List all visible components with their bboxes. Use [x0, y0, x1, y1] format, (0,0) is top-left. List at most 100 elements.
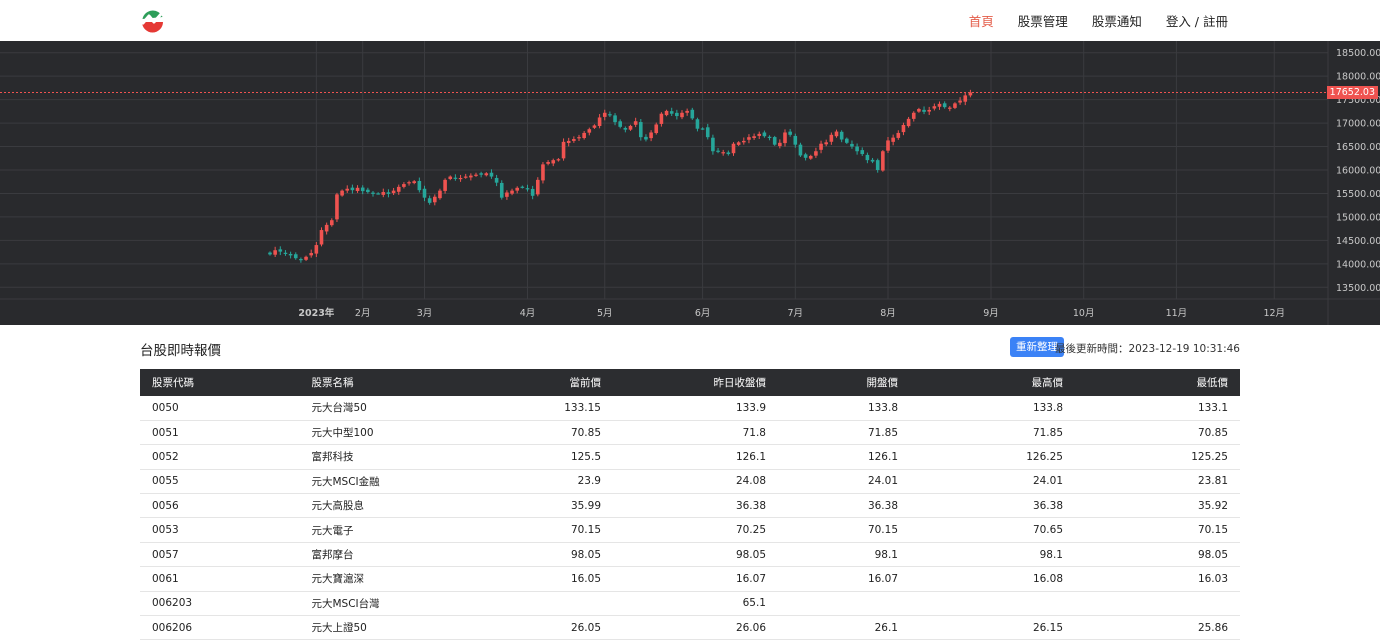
- candle-body: [293, 254, 298, 259]
- candle-body: [870, 159, 875, 162]
- candle-body: [355, 187, 360, 192]
- nav-login-register[interactable]: 登入 / 註冊: [1165, 14, 1228, 29]
- candle-body: [597, 117, 602, 126]
- candle-body: [335, 194, 339, 220]
- table-row[interactable]: 0050 元大台灣50 133.15 133.9 133.8 133.8 133.1: [140, 396, 1240, 421]
- stock-quote-table: 股票代碼 股票名稱 當前價 昨日收盤價 開盤價 最高價 最低價 0050 元大台灣50 133.…: [140, 369, 1240, 640]
- prev-close: 133.9: [613, 396, 778, 421]
- candle-body: [721, 152, 725, 154]
- y-tick-label: 14500.00: [1336, 236, 1380, 247]
- stock-code: 0050: [140, 396, 300, 421]
- candle-body: [278, 249, 283, 252]
- header-low-price: 最低價: [1075, 369, 1240, 396]
- candle-body: [911, 112, 916, 119]
- current-price: 70.85: [470, 420, 613, 446]
- prev-close: 71.8: [613, 420, 778, 446]
- last-price-label: 17652.03: [1326, 86, 1378, 99]
- table-row[interactable]: 0052 富邦科技 125.5 126.1 126.1 126.25 125.25: [140, 444, 1240, 470]
- current-price: 98.05: [470, 542, 613, 568]
- candle-body: [906, 118, 911, 127]
- nav-stock-notification[interactable]: 股票通知: [1091, 14, 1142, 29]
- candle-body: [778, 142, 782, 147]
- stock-code: 006206: [140, 615, 300, 640]
- candle-body: [618, 121, 622, 127]
- candle-body: [592, 125, 597, 128]
- y-tick-label: 18500.00: [1336, 48, 1380, 59]
- table-row[interactable]: 006206 元大上證50 26.05 26.06 26.1 26.15 25.86: [140, 615, 1240, 640]
- nav-home[interactable]: 首頁: [968, 14, 994, 29]
- candle-body: [639, 122, 643, 138]
- chart-canvas[interactable]: 18500.00 18000.00 17500.00 17000.00 16500.00…: [0, 41, 1380, 325]
- header-stock-name: 股票名稱: [299, 369, 470, 396]
- candle-body: [922, 109, 926, 112]
- y-tick-label: 16500.00: [1336, 142, 1380, 153]
- candle-body: [268, 252, 272, 255]
- trend-logo-icon[interactable]: [140, 8, 165, 33]
- stock-code: 0052: [140, 444, 300, 470]
- prev-close: 70.25: [613, 517, 778, 543]
- candle-body: [577, 137, 581, 139]
- table-row[interactable]: 0056 元大高股息 35.99 36.38 36.38 36.38 35.92: [140, 493, 1240, 519]
- stock-code: 0057: [140, 542, 300, 568]
- header-current-price: 當前價: [470, 369, 613, 396]
- candle-body: [381, 192, 386, 195]
- candle-body: [659, 113, 664, 124]
- low-price: 70.85: [1075, 420, 1240, 446]
- table-row[interactable]: 0053 元大電子 70.15 70.25 70.15 70.65 70.15: [140, 517, 1240, 543]
- table-row[interactable]: 0057 富邦摩台 98.05 98.05 98.1 98.1 98.05: [140, 542, 1240, 568]
- x-tick-label: 3月: [417, 308, 433, 319]
- current-price: 16.05: [470, 566, 613, 592]
- table-row[interactable]: 0055 元大MSCI金融 23.9 24.08 24.01 24.01 23.81: [140, 469, 1240, 495]
- candle-body: [644, 136, 648, 140]
- stock-name: 元大MSCI金融: [299, 469, 470, 495]
- low-price: 98.05: [1075, 542, 1240, 568]
- candle-body: [803, 154, 808, 158]
- nav-stock-management[interactable]: 股票管理: [1017, 14, 1068, 29]
- open-price: 16.07: [778, 566, 910, 592]
- candle-body: [396, 186, 401, 192]
- candle-body: [757, 133, 762, 136]
- candle-body: [633, 121, 638, 125]
- candlestick-chart[interactable]: 18500.00 18000.00 17500.00 17000.00 16500.00…: [0, 41, 1380, 325]
- candle-body: [484, 173, 489, 176]
- low-price: 133.1: [1075, 396, 1240, 421]
- candle-body: [443, 179, 447, 191]
- x-tick-label: 7月: [788, 308, 804, 319]
- candle-body: [427, 198, 432, 203]
- candle-body: [463, 176, 468, 178]
- table-row[interactable]: 0051 元大中型100 70.85 71.8 71.85 71.85 70.85: [140, 420, 1240, 446]
- y-tick-label: 18000.00: [1336, 72, 1380, 83]
- section-title: 台股即時報價: [140, 343, 221, 359]
- table-body: 0050 元大台灣50 133.15 133.9 133.8 133.8 133.1 0051…: [140, 396, 1240, 640]
- candle-body: [530, 188, 535, 196]
- candle-body: [324, 224, 329, 232]
- x-tick-label: 4月: [520, 308, 536, 319]
- table-row[interactable]: 0061 元大寶滬深 16.05 16.07 16.07 16.08 16.03: [140, 566, 1240, 592]
- candle-body: [685, 110, 689, 113]
- candle-body: [412, 181, 416, 184]
- candle-body: [927, 109, 931, 112]
- candle-body: [510, 190, 514, 194]
- candle-body: [391, 190, 396, 194]
- table-row[interactable]: 006203 元大MSCI台灣 65.1: [140, 591, 1240, 617]
- stock-name: 元大高股息: [299, 493, 470, 519]
- x-tick-label: 6月: [695, 308, 711, 319]
- x-tick-label: 2月: [355, 308, 371, 319]
- candle-body: [819, 143, 823, 150]
- candle-body: [340, 190, 344, 196]
- y-tick-label: 13500.00: [1336, 283, 1380, 294]
- high-price: 126.25: [910, 444, 1075, 470]
- candle-body: [345, 188, 350, 191]
- candle-body: [474, 174, 478, 176]
- open-price: 24.01: [778, 469, 910, 495]
- stock-code: 0056: [140, 493, 300, 519]
- candle-body: [587, 129, 592, 133]
- candle-body: [319, 230, 324, 245]
- candle-body: [783, 132, 787, 144]
- current-price: 26.05: [470, 615, 613, 640]
- refresh-button[interactable]: 重新整理: [1010, 337, 1064, 357]
- y-tick-label: 17000.00: [1336, 119, 1380, 130]
- prev-close: 65.1: [613, 591, 778, 617]
- candle-body: [705, 127, 710, 138]
- stock-code: 0061: [140, 566, 300, 592]
